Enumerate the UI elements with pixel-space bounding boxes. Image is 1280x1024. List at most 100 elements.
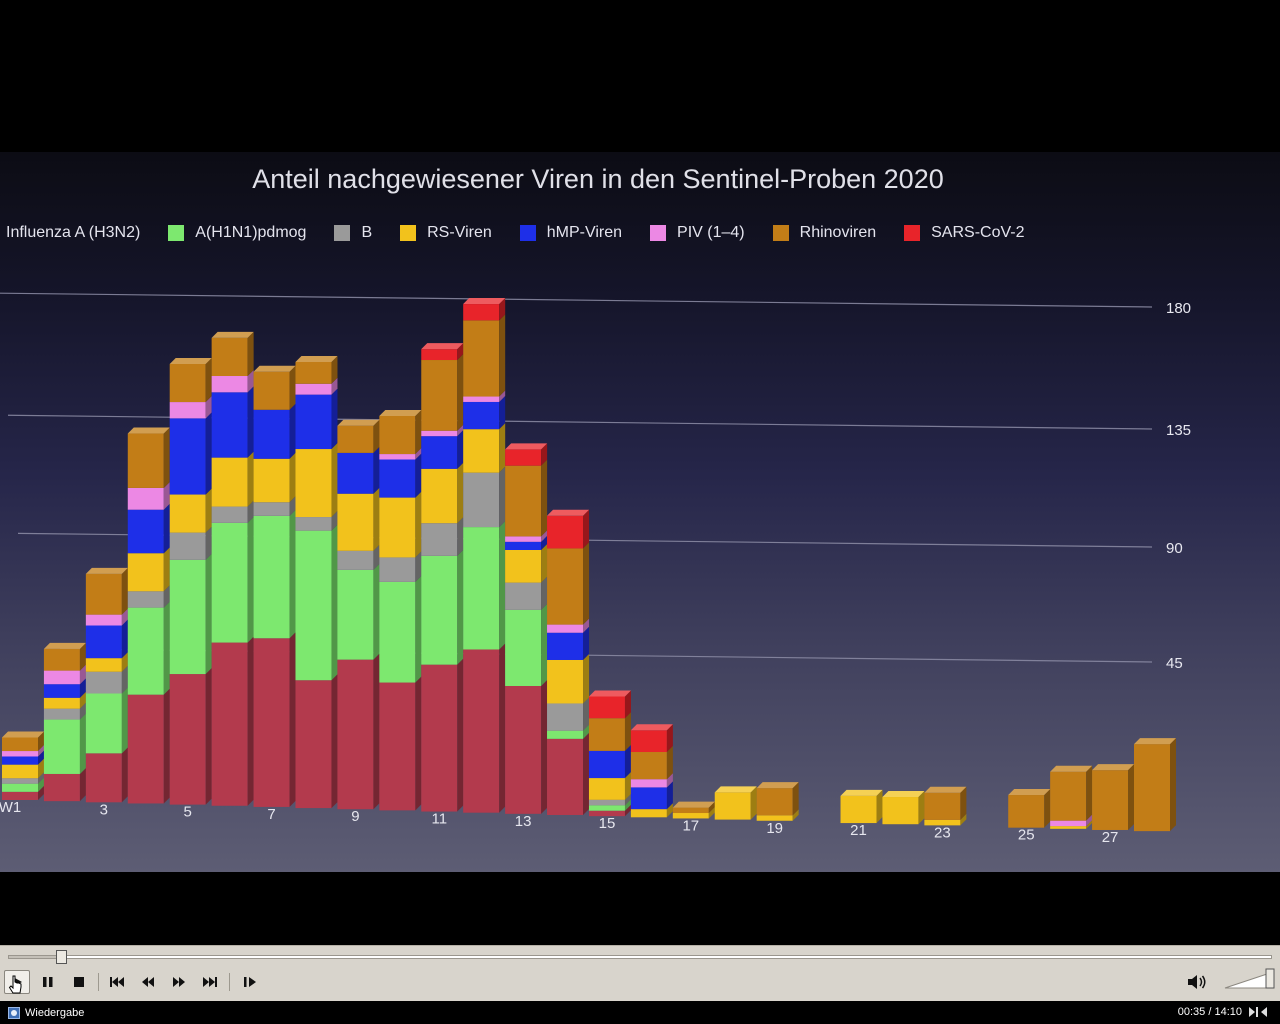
bar-segment-front xyxy=(1092,770,1129,830)
bar-segment-side xyxy=(373,419,380,453)
bar-segment-front xyxy=(2,778,38,784)
bar-segment-top xyxy=(379,409,422,416)
bar-segment-side xyxy=(583,732,590,815)
bar-segment-front xyxy=(505,541,542,550)
rewind-button[interactable] xyxy=(135,970,161,994)
skip-back-icon xyxy=(110,977,124,987)
bar-segment-side xyxy=(708,807,715,819)
bar-segment-front xyxy=(924,792,961,820)
bar-segment-side xyxy=(247,386,254,458)
bar-segment-front xyxy=(1134,744,1170,832)
compact-mode-icon[interactable] xyxy=(1248,1006,1268,1018)
bar-segment-front xyxy=(547,548,584,625)
x-tick-label: 5 xyxy=(184,804,192,821)
volume-slider[interactable] xyxy=(1223,966,1277,990)
bar-segment-front xyxy=(1050,826,1087,829)
bar-segment-side xyxy=(79,691,86,709)
bar-segment-front xyxy=(547,738,584,815)
bar-segment-front xyxy=(588,696,625,719)
stop-button[interactable] xyxy=(66,970,92,994)
previous-button[interactable] xyxy=(104,970,130,994)
bar-segment-side xyxy=(373,653,380,810)
bar-stack xyxy=(756,782,799,821)
bar-segment-front xyxy=(463,429,500,473)
chart: 45 90 135 180 W1 3 5 7 9 11 13 15 17 19 21 23 25 27 xyxy=(0,292,1191,846)
video-area[interactable]: 45 90 135 180 W1 3 5 7 9 11 13 15 17 19 21 23 25 27 Antei… xyxy=(0,0,1280,945)
bar-segment-front xyxy=(253,638,290,807)
bar-segment-top xyxy=(1134,738,1176,745)
bar-segment-side xyxy=(457,430,464,469)
bar-segment-front xyxy=(85,625,122,659)
bar-segment-side xyxy=(163,688,170,804)
bar-segment-side xyxy=(79,678,86,698)
mute-button[interactable] xyxy=(1184,970,1210,994)
bar-segment-front xyxy=(421,555,458,665)
seek-bar[interactable] xyxy=(8,950,1272,964)
pause-icon xyxy=(43,977,53,987)
bar-stack xyxy=(714,786,757,820)
bar-segment-front xyxy=(337,425,374,453)
bar-segment-front xyxy=(337,493,374,551)
bar-segment-side xyxy=(247,636,254,806)
bar-segment-side xyxy=(121,665,128,694)
bar-stack xyxy=(630,724,673,818)
bar-segment-side xyxy=(331,443,338,518)
pause-button[interactable] xyxy=(35,970,61,994)
bar-segment-front xyxy=(169,418,206,495)
bar-segment-front xyxy=(127,433,164,488)
bar-segment-front xyxy=(672,813,709,819)
bar-segment-front xyxy=(547,703,584,731)
bar-segment-side xyxy=(415,676,422,811)
bar-segment-front xyxy=(295,517,332,531)
bar-segment-side xyxy=(666,773,673,788)
legend-swatch xyxy=(400,225,417,241)
bar-segment-front xyxy=(924,819,961,826)
bar-segment-front xyxy=(630,787,667,810)
bar-segment-front xyxy=(43,670,80,685)
bar-segment-side xyxy=(499,298,506,321)
bar-segment-side xyxy=(79,713,86,774)
bar-segment-front xyxy=(505,549,542,583)
bar-segment-front xyxy=(85,658,122,672)
x-tick-label: 25 xyxy=(1018,827,1035,844)
bar-segment-side xyxy=(583,653,590,704)
bar-segment-front xyxy=(2,783,38,792)
fast-forward-button[interactable] xyxy=(166,970,192,994)
bar-segment-side xyxy=(457,658,464,812)
frame-step-button[interactable] xyxy=(237,970,263,994)
bar-segment-side xyxy=(79,664,86,685)
bar-segment-side xyxy=(1044,789,1051,828)
bar-segment-front xyxy=(127,487,164,510)
bar-segment-side xyxy=(499,395,506,430)
bar-segment-front xyxy=(547,515,584,549)
bar-segment-top xyxy=(714,786,757,793)
next-button[interactable] xyxy=(197,970,223,994)
bar-stack xyxy=(2,731,44,800)
legend-label: SARS-CoV-2 xyxy=(931,224,1025,241)
bar-stack xyxy=(337,419,380,810)
video-frame[interactable]: 45 90 135 180 W1 3 5 7 9 11 13 15 17 19 21 23 25 27 Antei… xyxy=(0,152,1280,872)
bar-segment-front xyxy=(882,797,919,825)
bar-segment-top xyxy=(421,343,464,350)
bar-segment-front xyxy=(85,614,122,626)
bar-segment-front xyxy=(379,557,416,582)
bar-segment-side xyxy=(1170,738,1176,832)
bar-segment-side xyxy=(331,377,338,395)
bar-segment-side xyxy=(415,409,422,455)
bar-segment-side xyxy=(205,396,212,419)
legend-swatch xyxy=(904,225,921,241)
bar-segment-front xyxy=(127,607,164,695)
bar-segment-front xyxy=(505,582,542,610)
seek-bar-thumb[interactable] xyxy=(55,950,67,964)
bar-segment-front xyxy=(421,430,458,437)
bar-segment-top xyxy=(463,298,506,305)
bar-segment-front xyxy=(756,815,793,821)
bar-segment-side xyxy=(247,331,254,377)
bar-segment-front xyxy=(379,497,416,558)
bar-segment-side xyxy=(163,481,170,510)
bar-segment-side xyxy=(1086,820,1093,829)
bar-segment-side xyxy=(583,724,590,739)
bar-segment-side xyxy=(163,503,170,554)
bar-segment-side xyxy=(541,459,548,537)
seek-bar-played xyxy=(9,956,61,958)
